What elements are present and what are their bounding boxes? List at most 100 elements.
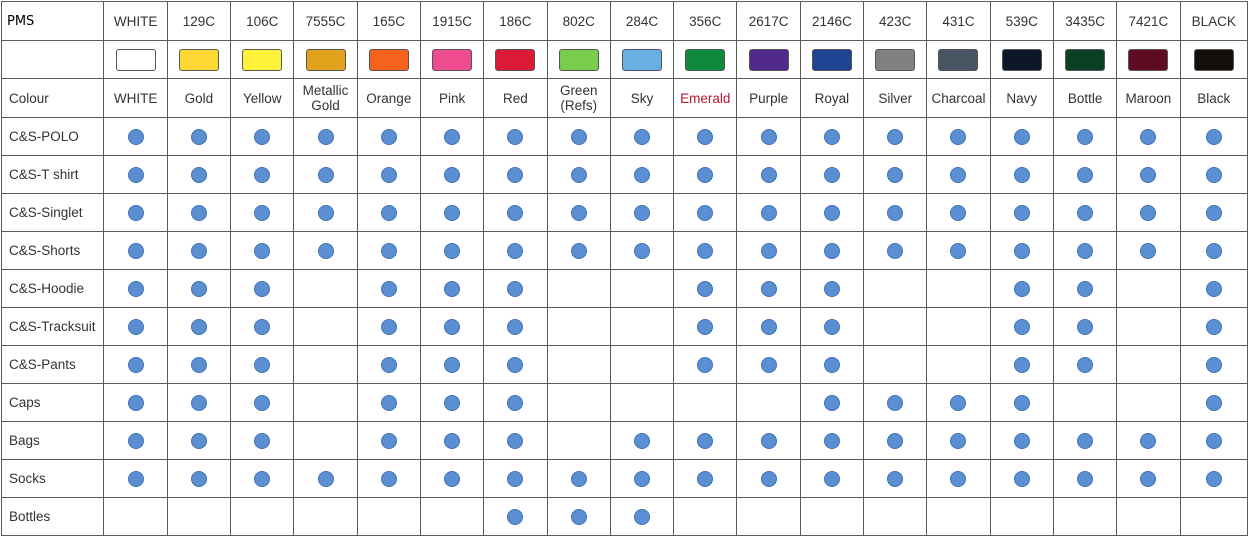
swatch-cell-165c bbox=[356, 40, 421, 79]
availability-dot-icon bbox=[950, 470, 967, 487]
availability-dot-icon bbox=[127, 318, 144, 335]
availability-dot-icon bbox=[317, 470, 334, 487]
availability-cell bbox=[356, 459, 421, 498]
availability-cell bbox=[799, 193, 865, 232]
availability-cell bbox=[989, 497, 1054, 536]
availability-cell bbox=[230, 269, 295, 308]
availability-cell bbox=[926, 307, 991, 346]
availability-cell bbox=[546, 155, 611, 194]
product-label: Socks bbox=[0, 459, 105, 498]
availability-dot-icon bbox=[1077, 242, 1094, 259]
availability-dot-icon bbox=[507, 356, 524, 373]
colour-swatch-284c bbox=[622, 48, 662, 71]
availability-dot-icon bbox=[507, 280, 524, 297]
availability-dot-icon bbox=[1013, 394, 1030, 411]
availability-dot-icon bbox=[823, 128, 840, 145]
availability-dot-icon bbox=[1077, 128, 1094, 145]
pms-code-1915c: 1915C bbox=[419, 1, 485, 41]
availability-dot-icon bbox=[823, 242, 840, 259]
availability-cell bbox=[356, 345, 421, 384]
colour-header-cell: Colour bbox=[0, 78, 105, 118]
product-row: C&S-Hoodie bbox=[0, 269, 1249, 308]
product-row: C&S-POLO bbox=[0, 117, 1249, 156]
pms-code-802c: 802C bbox=[546, 1, 611, 41]
availability-cell bbox=[1116, 155, 1181, 194]
colour-name-284c: Sky bbox=[609, 78, 675, 118]
product-label: Caps bbox=[0, 383, 105, 422]
colour-name-802c: Green (Refs) bbox=[546, 78, 611, 118]
availability-dot-icon bbox=[127, 204, 144, 221]
availability-cell bbox=[1052, 497, 1118, 536]
availability-dot-icon bbox=[507, 394, 524, 411]
availability-cell bbox=[103, 421, 168, 460]
colour-swatch-539c bbox=[1001, 48, 1042, 71]
availability-cell bbox=[419, 383, 485, 422]
availability-dot-icon bbox=[823, 166, 840, 183]
availability-cell bbox=[609, 117, 675, 156]
availability-cell bbox=[546, 307, 611, 346]
swatch-cell-3435c bbox=[1052, 40, 1118, 79]
availability-cell bbox=[419, 459, 485, 498]
availability-cell bbox=[989, 231, 1054, 270]
availability-dot-icon bbox=[1205, 166, 1222, 183]
availability-dot-icon bbox=[444, 128, 461, 145]
colour-name-356c: Emerald bbox=[673, 78, 738, 118]
availability-cell bbox=[483, 497, 548, 536]
availability-dot-icon bbox=[1013, 280, 1030, 297]
availability-cell bbox=[103, 497, 168, 536]
availability-dot-icon bbox=[760, 166, 777, 183]
pms-code-white: WHITE bbox=[103, 1, 168, 41]
product-label: Bottles bbox=[0, 497, 105, 536]
colour-availability-table: PMS WHITE 129C 106C 7555C 165C 1915C 186C 802C 2… bbox=[0, 1, 1249, 536]
availability-dot-icon bbox=[760, 356, 777, 373]
availability-cell bbox=[419, 269, 485, 308]
availability-cell bbox=[293, 269, 358, 308]
availability-dot-icon bbox=[254, 242, 271, 259]
availability-dot-icon bbox=[507, 470, 524, 487]
availability-cell bbox=[166, 193, 232, 232]
availability-dot-icon bbox=[1205, 470, 1222, 487]
swatch-cell-186c bbox=[483, 40, 548, 79]
pms-code-423c: 423C bbox=[863, 1, 928, 41]
availability-dot-icon bbox=[507, 508, 524, 525]
product-label: C&S-Tracksuit bbox=[0, 307, 105, 346]
availability-cell bbox=[609, 421, 675, 460]
availability-dot-icon bbox=[254, 204, 271, 221]
availability-dot-icon bbox=[190, 470, 207, 487]
availability-cell bbox=[673, 497, 738, 536]
availability-dot-icon bbox=[380, 318, 397, 335]
swatch-cell-431c bbox=[926, 40, 991, 79]
availability-cell bbox=[293, 155, 358, 194]
colour-name-2146c: Royal bbox=[799, 78, 865, 118]
availability-dot-icon bbox=[887, 204, 904, 221]
availability-dot-icon bbox=[1013, 128, 1030, 145]
availability-dot-icon bbox=[697, 128, 714, 145]
availability-cell bbox=[1116, 307, 1181, 346]
availability-cell bbox=[736, 269, 801, 308]
availability-dot-icon bbox=[1205, 280, 1222, 297]
availability-cell bbox=[989, 117, 1054, 156]
availability-cell bbox=[926, 383, 991, 422]
swatch-cell-white bbox=[103, 40, 168, 79]
availability-dot-icon bbox=[190, 318, 207, 335]
availability-dot-icon bbox=[570, 508, 587, 525]
availability-cell bbox=[673, 155, 738, 194]
availability-cell bbox=[1179, 269, 1249, 308]
availability-cell bbox=[293, 383, 358, 422]
availability-dot-icon bbox=[190, 128, 207, 145]
availability-cell bbox=[419, 155, 485, 194]
swatch-cell-7555c bbox=[293, 40, 358, 79]
availability-dot-icon bbox=[1077, 432, 1094, 449]
availability-cell bbox=[546, 459, 611, 498]
availability-cell bbox=[230, 307, 295, 346]
availability-cell bbox=[546, 269, 611, 308]
availability-cell bbox=[419, 193, 485, 232]
availability-cell bbox=[736, 117, 801, 156]
availability-dot-icon bbox=[507, 204, 524, 221]
availability-cell bbox=[609, 459, 675, 498]
availability-cell bbox=[736, 231, 801, 270]
availability-cell bbox=[230, 459, 295, 498]
colour-name-white: WHITE bbox=[103, 78, 168, 118]
availability-cell bbox=[1052, 231, 1118, 270]
availability-dot-icon bbox=[823, 470, 840, 487]
